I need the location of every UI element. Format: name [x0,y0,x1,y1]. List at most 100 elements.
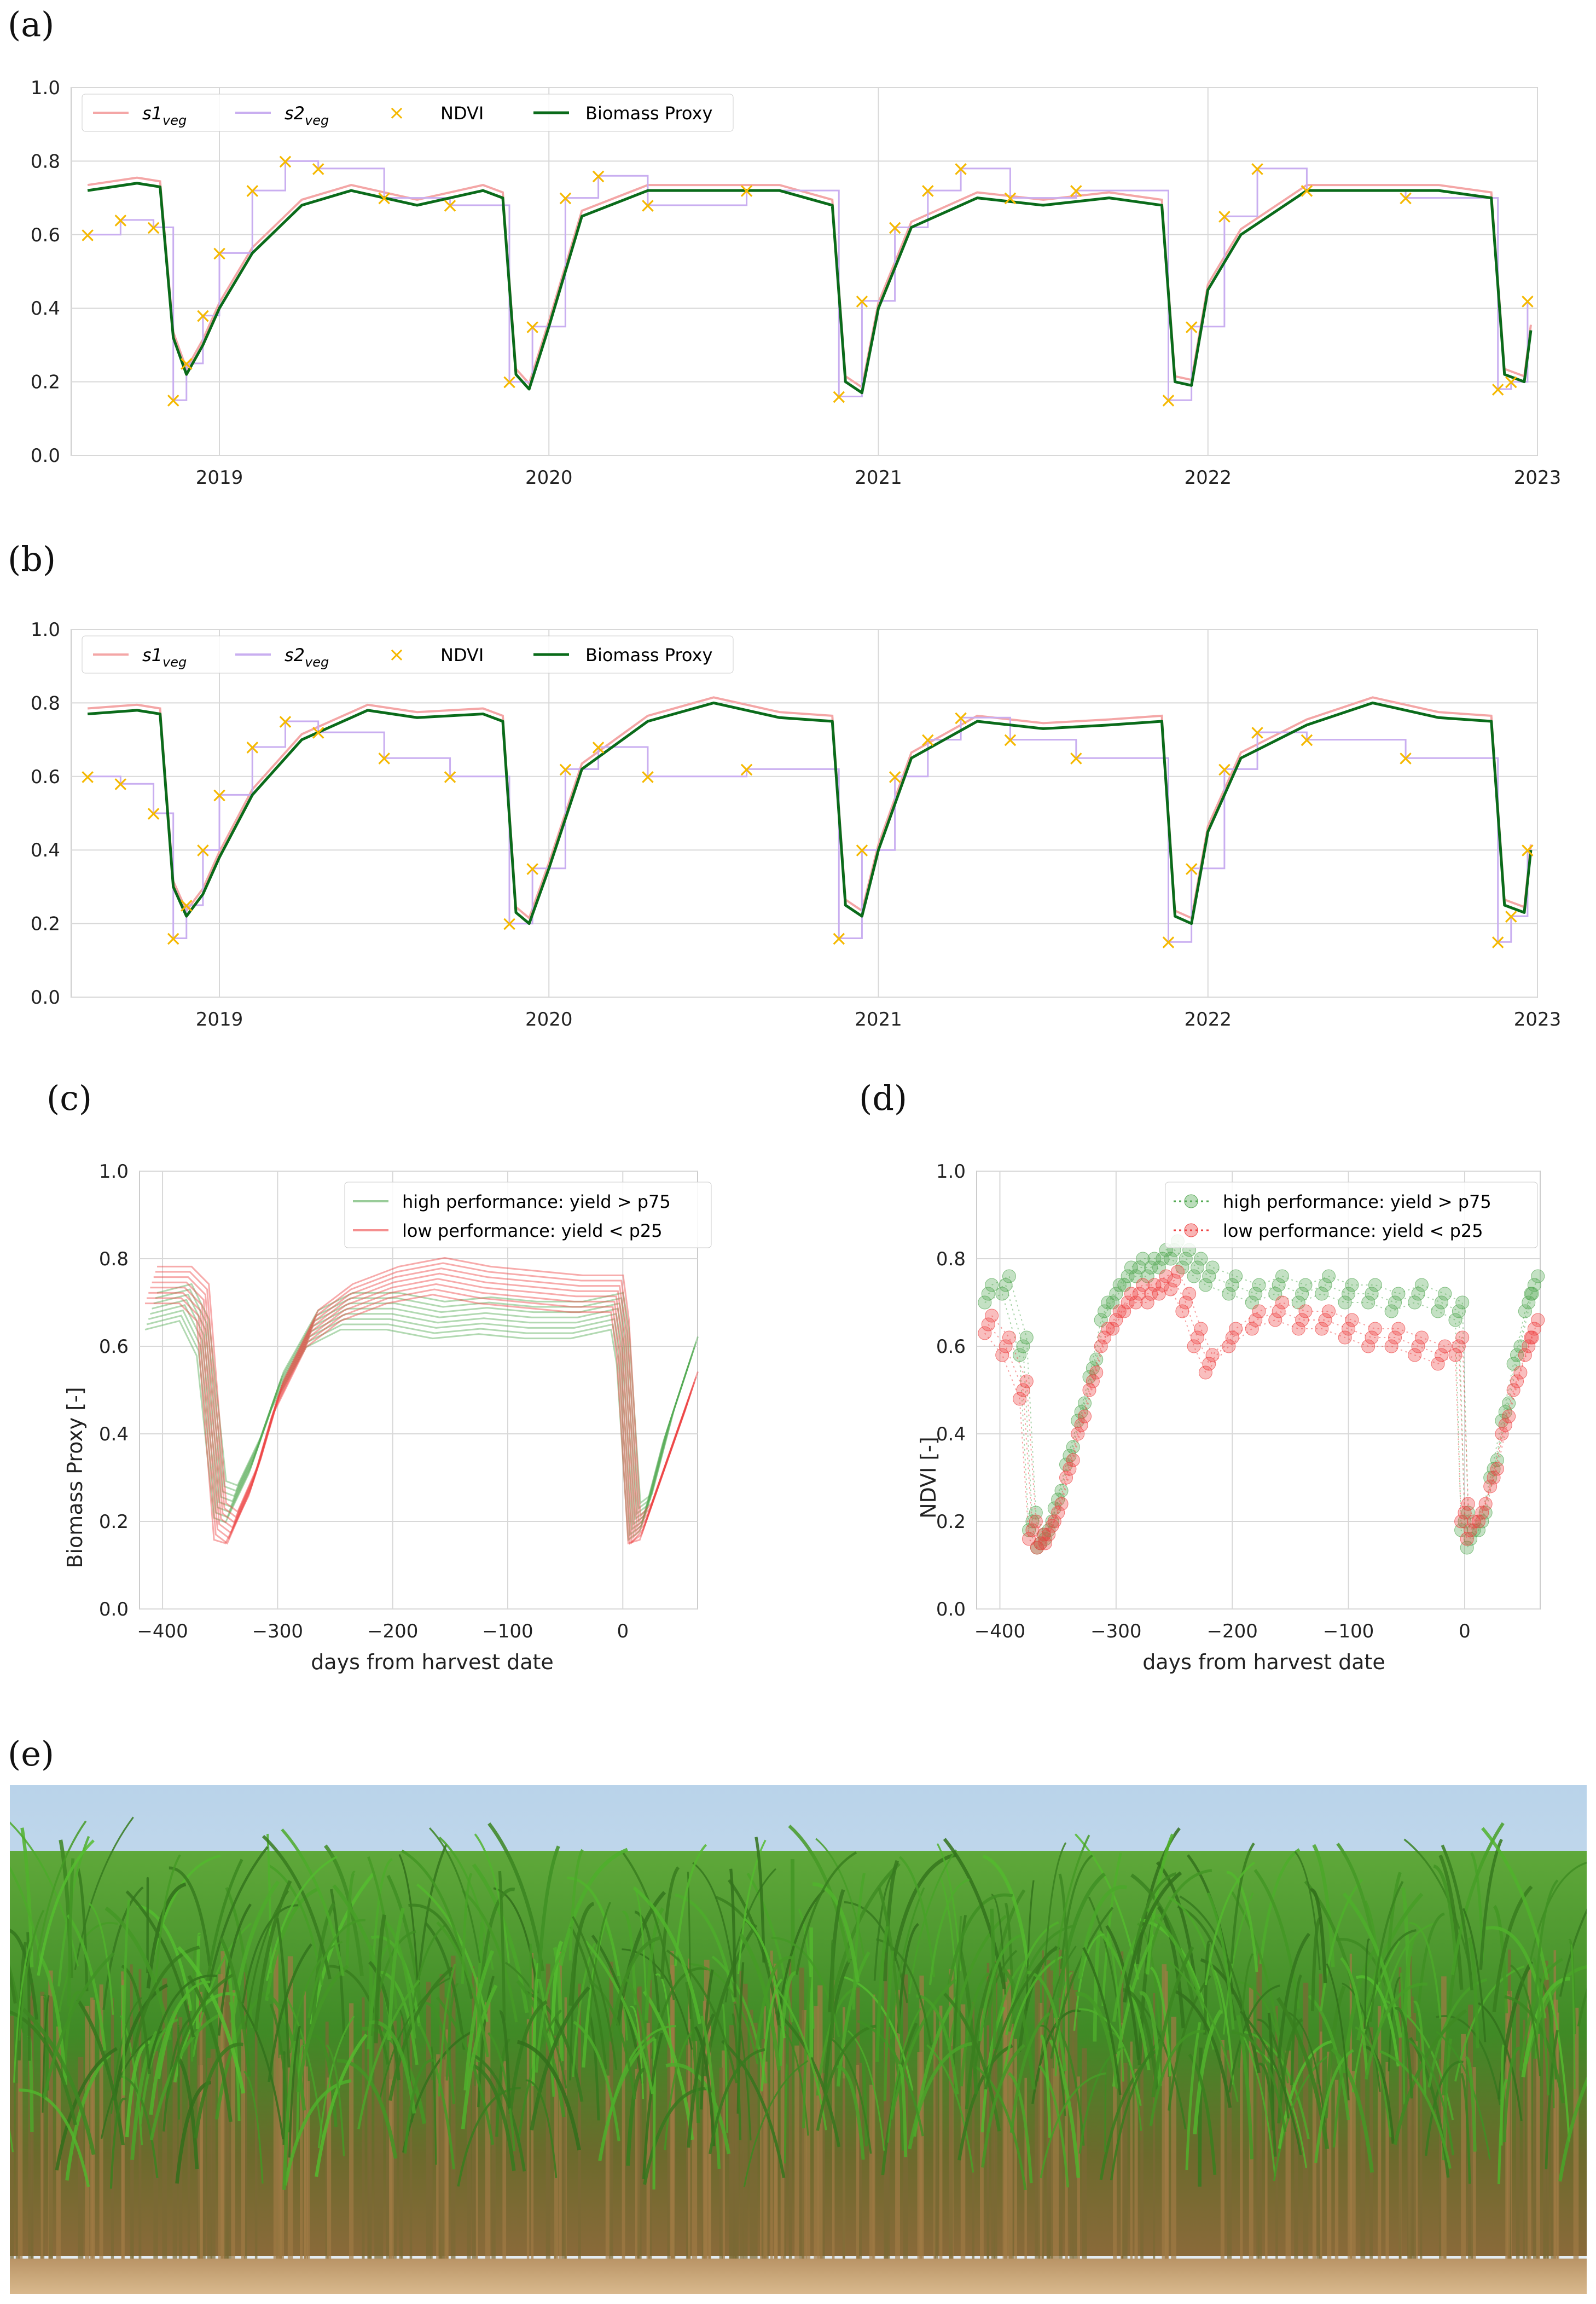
cane-stalk [475,1977,478,2261]
cane-stalk [773,1964,777,2261]
cane-stalk [1573,2007,1579,2261]
a-ndvi-point: × [243,178,261,202]
d-point [1338,1330,1352,1345]
cane-leaf [1049,2039,1081,2178]
b-frame [71,629,1538,998]
cane-leaf [1002,1955,1063,2074]
chart-a-series: × × × × × × × × × × × × × × × × × × × × × × × × × × × × × × × × × × [79,149,1536,412]
d-point [1082,1383,1096,1397]
cane-stalk [306,2081,310,2261]
cane-stalk [1227,2050,1232,2261]
d-point [1513,1339,1528,1353]
cane-stalk [1042,1950,1044,2261]
legend-a-s2-sub: veg [305,113,329,128]
b-ndvi-point: × [375,746,393,770]
d-series-1-dots [991,1271,1539,1536]
cane-stalk [1316,2084,1321,2261]
c-ytick: 1.0 [99,1161,129,1183]
b-ndvi-point: × [1001,728,1019,752]
cane-stalk [709,2024,711,2261]
cane-stalk [561,2070,567,2261]
b-xtick: 2021 [855,1009,902,1031]
cane-leaf [537,1845,560,1979]
d-point [1531,1313,1545,1327]
cane-stalk [349,2003,354,2261]
cane-leaf [187,1975,233,2122]
cane-stalk [474,2086,477,2261]
cane-leaf [1528,1861,1587,1971]
cane-leaf [345,1871,356,1969]
cane-stalk [130,1964,133,2261]
cane-leaf [368,1946,373,2086]
cane-leaf [177,1946,246,2094]
cane-leaf [436,1996,495,2145]
cane-leaf [1364,1938,1371,2029]
cane-leaf [176,2055,199,2169]
sugarcane-field-photo [10,1785,1587,2294]
cane-leaf [1427,1978,1487,2088]
cane-leaf [267,1993,306,2111]
d-point [1144,1260,1158,1275]
d-point [1391,1287,1406,1301]
cane-leaf [660,1866,680,1979]
a-ndvi-point: × [952,157,970,181]
cane-leaf [788,1825,851,1963]
cane-leaf [1450,1822,1505,1976]
cane-stalk [1014,2039,1017,2261]
cane-leaf [1364,1982,1428,2080]
cane-leaf [1203,1940,1211,2035]
b-ndvi-point: × [524,856,541,881]
cane-stalk [869,2085,874,2261]
a-ndvi-point: × [830,384,848,408]
d-point [1384,1339,1398,1353]
cane-leaf [947,1893,1013,1985]
a-ndvi-point: × [442,193,459,217]
d-point [1275,1295,1290,1310]
c-xtick: −300 [252,1620,303,1642]
cane-leaf [523,1989,584,2102]
d-point [1391,1322,1406,1336]
d-point [1066,1453,1080,1467]
cane-leaf [899,1856,936,1977]
cane-leaf [136,1904,193,2011]
cane-leaf [431,2046,437,2165]
a-ndvi-point: × [590,164,607,188]
cane-leaf [700,2016,721,2169]
c-ytick: 0.8 [99,1248,129,1270]
d-point [1408,1348,1422,1362]
cane-leaf [1548,1996,1555,2109]
a-ndvi-point: × [1397,186,1414,210]
cane-leaf [1379,2050,1452,2169]
b-ndvi-point: × [1502,904,1520,928]
cane-stalk [1557,2012,1559,2261]
d-ytick: 0.0 [936,1599,966,1620]
c-xtick: −200 [367,1620,418,1642]
cane-leaf [384,1919,416,2039]
cane-stalk [670,1950,674,2261]
cane-leaf [622,1852,675,2000]
cane-leaf [18,1909,45,2041]
cane-leaf [243,2070,264,2184]
cane-leaf [784,2063,788,2164]
cane-stalk [172,2011,178,2261]
cane-leaf [372,1858,393,1963]
cane-stalk [1360,2018,1366,2261]
d-point [1464,1523,1478,1537]
d-point [1513,1365,1528,1380]
d-point [1525,1330,1539,1345]
cane-stalk [1048,1970,1053,2261]
cane-leaf [281,1828,345,1977]
b-ndvi-point: × [738,757,756,781]
d-point [1159,1269,1173,1283]
d-point [1361,1295,1376,1310]
cane-leaf [652,2039,657,2190]
cane-leaf [1009,2012,1051,2133]
d-point [1298,1304,1313,1318]
cane-leaf [1025,1880,1035,2011]
d-point [1222,1287,1236,1301]
d-point [1458,1506,1472,1520]
cane-leaf [1040,2072,1107,2179]
c-series-0-line [156,1283,699,1505]
b-ndvi-point: × [79,765,96,789]
d-point [1321,1304,1336,1318]
